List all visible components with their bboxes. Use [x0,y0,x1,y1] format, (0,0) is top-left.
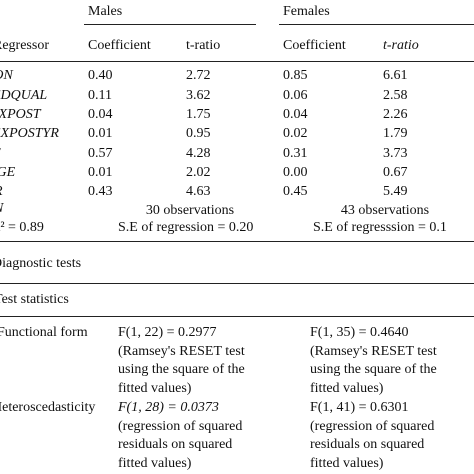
test-line: residuals on squared [310,437,425,452]
regressor: EXPOSTYR [0,126,59,141]
cell: 0.31 [283,146,308,161]
column-header: t-ratio [383,38,419,53]
cell: 30 observations [145,203,235,218]
cell: 6.61 [383,68,408,83]
cell: 0.85 [283,68,308,83]
cell: 0.57 [88,146,113,161]
cell: 0.04 [88,107,113,122]
section-title: Test statistics [0,292,69,307]
section-title: Diagnostic tests [0,256,82,271]
test-line: fitted values) [118,455,192,471]
group-header: Females [283,4,330,19]
cell: 5.49 [383,184,408,199]
test-line: F(1, 41) = 0.6301 [310,400,409,415]
regressor: EDQUAL [0,88,48,103]
cell: 0.45 [283,184,308,199]
test-name: Heteroscedasticity [0,400,96,415]
regressor: R [0,184,3,200]
rule [0,241,474,242]
cell: 3.73 [383,146,408,161]
cell: S.E of regresssion = 0.1 [313,220,447,235]
test-line: F(1, 22) = 0.2977 [118,325,217,340]
test-line: fitted values) [118,380,192,396]
rule [0,283,474,284]
test-line: (Ramsey's RESET test [118,343,245,359]
cell: 2.02 [186,165,211,180]
cell: 3.62 [186,88,211,103]
test-name: Functional form [0,325,88,340]
test-line: fitted values) [310,455,384,471]
cell: R² = 0.89 [0,220,44,235]
cell: 2.58 [383,88,408,103]
test-line: F(1, 35) = 0.4640 [310,325,409,340]
cell: 0.06 [283,88,308,103]
cell: 1.79 [383,126,408,141]
cell: 4.28 [186,146,211,161]
test-line: (regression of squared [310,418,435,434]
cell: 0.95 [186,126,211,141]
group-header: Males [88,4,123,19]
regressor: AGE [0,165,16,180]
column-header: Regressor [0,38,49,53]
rule [279,24,474,25]
cell: 0.04 [283,107,308,122]
test-line: using the square of the [118,362,245,377]
cell: 0.01 [88,165,113,180]
cell: 2.72 [186,68,211,83]
rule [0,316,474,317]
cell: 0.67 [383,165,408,180]
cell: 0.00 [283,165,308,180]
test-line: (Ramsey's RESET test [310,343,437,359]
cell: S.E of regression = 0.20 [118,220,254,235]
cell: 0.11 [88,88,112,103]
column-header: Coefficient [283,38,346,53]
cell: 0.02 [283,126,308,141]
cell: 43 observations [340,203,430,218]
column-header: Coefficient [88,38,151,53]
rule [84,24,256,25]
regressor: EXPOST [0,107,41,122]
cell: 4.63 [186,184,211,199]
test-line: fitted values) [310,380,384,396]
cell: 1.75 [186,107,211,122]
cell: 2.26 [383,107,408,122]
cell: 0.01 [88,126,113,141]
cell: 0.43 [88,184,113,199]
cell: 0.40 [88,68,113,83]
test-line: F(1, 28) = 0.0373 [118,400,219,415]
test-line: (regression of squared [118,418,243,434]
row-label: N [0,201,3,217]
test-line: using the square of the [310,362,437,377]
test-line: residuals on squared [118,437,233,452]
column-header: t-ratio [186,38,221,53]
rule [0,61,474,62]
regressor: CON [0,68,13,83]
